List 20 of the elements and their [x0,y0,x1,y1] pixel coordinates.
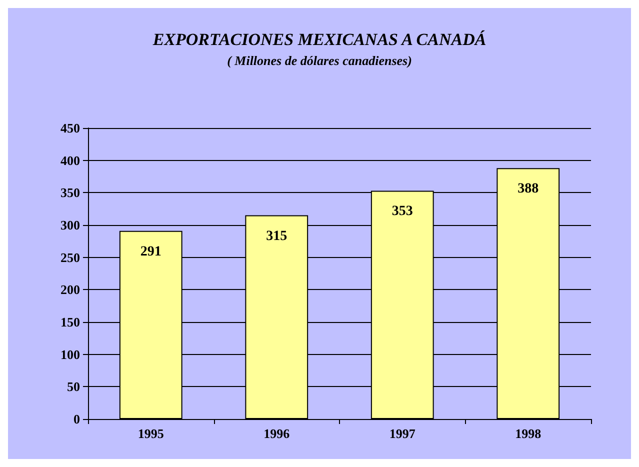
x-tick-label: 1997 [389,426,416,441]
y-tick-label: 0 [74,412,80,426]
data-label: 388 [518,182,539,197]
data-label: 315 [266,228,288,244]
x-tick-label: 1995 [138,426,164,441]
data-label: 353 [392,204,413,220]
y-tick-label: 100 [60,346,80,362]
chart-subtitle: ( Millones de dólares canadienses) [227,53,412,68]
y-tick-label: 250 [60,250,80,265]
y-tick-label: 150 [60,314,80,330]
data-label: 291 [140,244,162,260]
x-tick-label: 1996 [264,426,290,441]
y-tick-label: 400 [60,152,80,168]
y-tick-label: 450 [60,120,80,136]
x-tick-label: 1998 [515,426,542,441]
y-tick-label: 300 [60,218,80,232]
chart-title: EXPORTACIONES MEXICANAS A CANADÁ [152,30,486,49]
y-tick-label: 200 [60,282,80,298]
y-tick-label: 350 [60,185,80,200]
y-tick-label: 50 [67,379,80,394]
